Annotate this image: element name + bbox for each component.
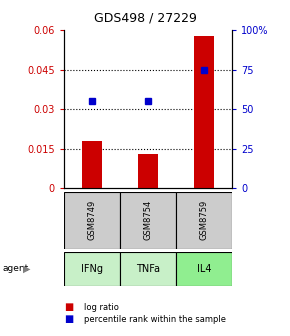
Text: ■: ■ — [64, 314, 73, 324]
Bar — [176, 252, 232, 286]
Bar — [120, 192, 176, 249]
Text: IFNg: IFNg — [81, 264, 103, 274]
Bar — [82, 141, 102, 188]
Text: GSM8749: GSM8749 — [87, 200, 96, 240]
Text: TNFa: TNFa — [136, 264, 160, 274]
Bar — [194, 36, 214, 188]
Text: GSM8754: GSM8754 — [143, 200, 153, 240]
Text: GSM8759: GSM8759 — [200, 200, 209, 240]
Bar — [138, 154, 158, 188]
Text: percentile rank within the sample: percentile rank within the sample — [84, 315, 226, 324]
Bar — [176, 192, 232, 249]
Text: ■: ■ — [64, 302, 73, 312]
Bar — [64, 252, 120, 286]
Text: agent: agent — [3, 264, 29, 273]
Text: GDS498 / 27229: GDS498 / 27229 — [94, 12, 196, 25]
Bar — [64, 192, 120, 249]
Text: ▶: ▶ — [23, 264, 31, 274]
Text: IL4: IL4 — [197, 264, 211, 274]
Bar — [120, 252, 176, 286]
Text: log ratio: log ratio — [84, 303, 119, 312]
